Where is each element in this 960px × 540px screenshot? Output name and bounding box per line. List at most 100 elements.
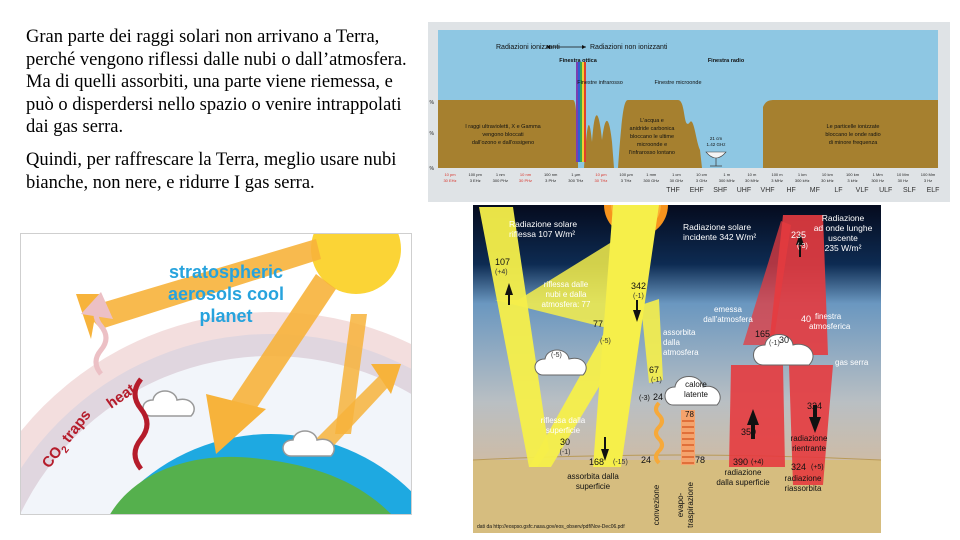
- sun-ray-right: [335, 314, 367, 434]
- radio-block-line-3: di minore frequenza: [829, 140, 879, 146]
- uv-block-line-2: vengono bloccati: [482, 132, 523, 138]
- value-107: 107: [495, 257, 510, 267]
- delta-342: (-1): [633, 293, 644, 300]
- cloud-reflected-line-2: nubi e dalla: [546, 290, 587, 299]
- back-rad-line-1: radiazione: [791, 434, 828, 443]
- cloud-reflected-line-3: atmosfera: 77: [542, 300, 591, 309]
- value-390: 390: [733, 457, 748, 467]
- wavelength-tick-label: 10 µm: [595, 172, 607, 177]
- arrow-down-342-shaft: [636, 300, 638, 310]
- wavelength-tick-label: 10 cm: [696, 172, 708, 177]
- arrow-down-168: [601, 449, 609, 461]
- frequency-tick-label: 30 EHz: [443, 178, 456, 183]
- arrow-down-324-shaft: [813, 405, 817, 417]
- value-342: 342: [631, 281, 646, 291]
- absorbed-surface-line-1: assorbita dalla: [567, 472, 619, 481]
- label-infrared-window: Finestre infrarosso: [577, 80, 623, 86]
- evapo-stripes: [682, 420, 694, 464]
- wavelength-tick-label: 1 nm: [496, 172, 506, 177]
- radio-block-line-1: Le particelle ionizzate: [827, 124, 880, 130]
- arrow-up-235: [796, 233, 804, 245]
- latent-heat-cloud: [664, 376, 721, 406]
- uv-block-line-3: dall'ozono e dall'ossigeno: [472, 140, 534, 146]
- evapo-stripe: [682, 462, 694, 464]
- incident-solar-line-1: Radiazione solare: [683, 222, 751, 232]
- wavelength-tick-label: 1 µm: [571, 172, 581, 177]
- wavelength-tick-label: 10 nm: [520, 172, 532, 177]
- frequency-tick-label: 300 Hz: [871, 178, 884, 183]
- wavelength-tick-label: 100 pm: [468, 172, 482, 177]
- delta-77-a: (-5): [551, 352, 562, 359]
- absorbed-rad-line-2: riassorbita: [785, 484, 822, 493]
- outgoing-line-1: Radiazione: [822, 213, 865, 223]
- energy-budget-figure: Radiazione solare riflessa 107 W/m² Radi…: [473, 205, 881, 533]
- band-label: SLF: [903, 187, 916, 194]
- water-block-line-5: l'infrarosso lontano: [629, 150, 675, 156]
- blocked-region-water: [618, 100, 702, 168]
- blocked-region-ir: [584, 115, 614, 168]
- back-rad-line-2: rientrante: [792, 444, 826, 453]
- evapo-stripe: [682, 420, 694, 422]
- surface-radiation-beam: [729, 365, 785, 467]
- incident-solar-line-2: incidente 342 W/m²: [683, 232, 756, 242]
- evapo-stripe: [682, 438, 694, 440]
- value-40: 40: [801, 314, 811, 324]
- convection-wave: [654, 401, 664, 465]
- wavelength-tick-label: 1 Mm: [873, 172, 884, 177]
- sun-ray-reflected: [81, 239, 321, 329]
- window-line-1: finestra: [815, 312, 842, 321]
- incoming-solar-beam: [593, 205, 659, 467]
- frequency-tick-label: 3 MHz: [771, 178, 783, 183]
- absorbed-atm-line-2: dalla: [663, 338, 680, 347]
- absorbed-atm-line-1: assorbita: [663, 328, 696, 337]
- surface-reflected-line-2: superficie: [546, 426, 581, 435]
- delta-107: (+4): [495, 269, 508, 276]
- delta-165: (-1): [769, 340, 780, 347]
- wavelength-tick-label: 100 m: [771, 172, 783, 177]
- arrowhead-right: [582, 45, 586, 49]
- wavelength-tick-label: 100 µm: [619, 172, 633, 177]
- band-label: VLF: [856, 187, 869, 194]
- sun-icon: [311, 234, 401, 294]
- wavelength-tick-label: 100 Mm: [921, 172, 936, 177]
- surface-reflected-line-1: riflessa dalla: [541, 416, 586, 425]
- water-block-line-2: anidride carbonica: [630, 126, 676, 132]
- latent-heat-line-1: calore: [685, 380, 707, 389]
- blocked-region-radio: [763, 100, 938, 168]
- wavelength-tick-label: 1 cm: [672, 172, 681, 177]
- value-78-bottom: 78: [695, 455, 705, 465]
- aerosol-figure: stratospheric aerosols cool planet CO2 t…: [20, 233, 412, 515]
- frequency-tick-label: 30 PHz: [519, 178, 532, 183]
- back-radiation-beam: [789, 365, 833, 485]
- arrow-down-342: [633, 310, 641, 322]
- radio-telescope-icon: [705, 151, 727, 159]
- energy-budget-diagram: Radiazione solare riflessa 107 W/m² Radi…: [473, 205, 881, 533]
- band-label: THF: [666, 187, 680, 194]
- uv-block-line-1: I raggi ultravioletti, X e Gamma: [465, 124, 541, 130]
- frequency-tick-label: 30 kHz: [821, 178, 833, 183]
- radio-block-line-2: bloccano le onde radio: [825, 132, 880, 138]
- frequency-tick-label: 300 THz: [568, 178, 583, 183]
- frequency-tick-label: 300 kHz: [795, 178, 810, 183]
- cloud-icon-right: [282, 430, 335, 457]
- label-ionizing: Radiazioni ionizzanti: [496, 44, 560, 51]
- absorbed-atm-line-3: atmosfera: [663, 348, 699, 357]
- antenna-label-line-2: 1.42 GHz: [706, 142, 726, 147]
- headline-line-1: stratospheric: [169, 262, 283, 282]
- absorbed-rad-line-1: radiazione: [785, 474, 822, 483]
- heat-wave-trapped: [132, 377, 150, 471]
- frequency-tick-label: 300 MHz: [719, 178, 735, 183]
- value-77: 77: [593, 319, 603, 329]
- water-block-line-3: bloccano le ultime: [630, 134, 674, 140]
- band-label: UHF: [737, 187, 751, 194]
- frequency-tick-label: 3 Hz: [924, 178, 932, 183]
- frequency-tick-label: 3 GHz: [696, 178, 707, 183]
- delta-67: (-1): [651, 377, 662, 384]
- arrow-up-107-shaft: [508, 295, 510, 305]
- cloud-icon-left: [142, 390, 195, 417]
- outgoing-line-4: 235 W/m²: [825, 243, 862, 253]
- arrow-up-107: [505, 283, 513, 295]
- cloud-icon-left: [534, 349, 587, 376]
- source-citation: dati da http://eospso.gsfc.nasa.gov/eos_…: [477, 524, 625, 530]
- evapo-stripe: [682, 426, 694, 428]
